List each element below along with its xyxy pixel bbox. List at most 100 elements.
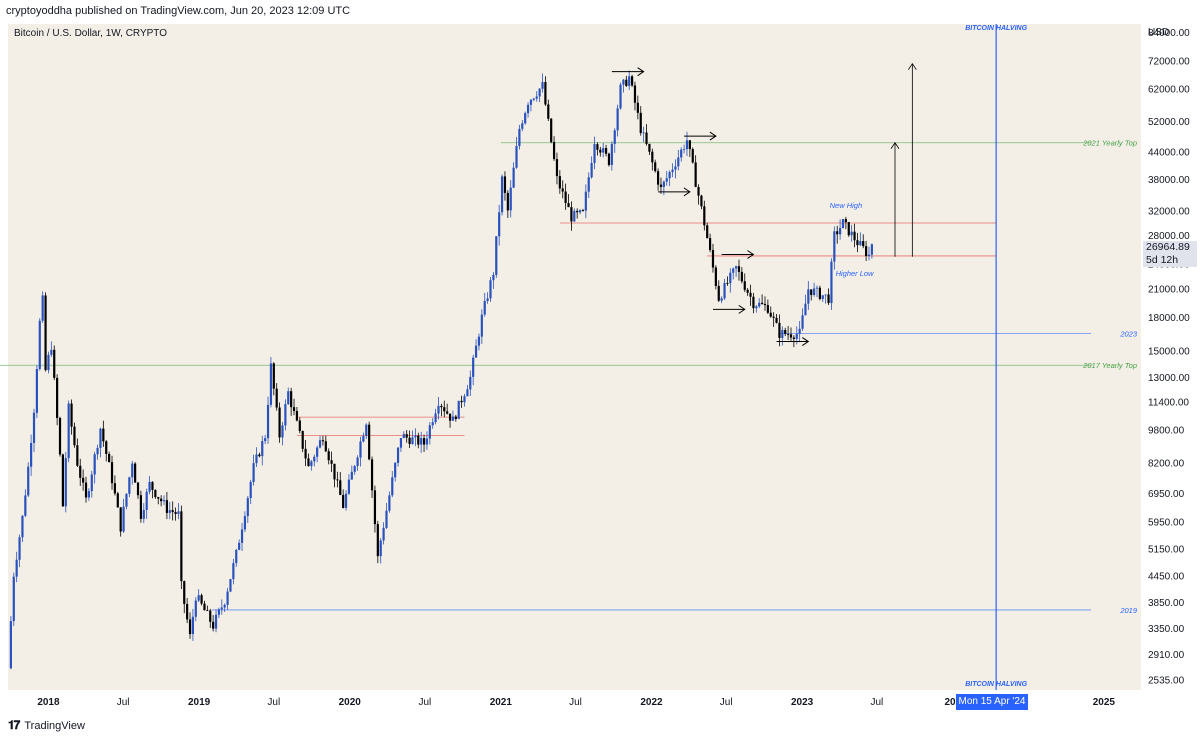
candle-body-92: [275, 388, 278, 408]
candle-body-258: [755, 306, 758, 309]
candle-body-109: [324, 441, 327, 452]
candle-body-22: [73, 426, 76, 446]
candle-body-48: [148, 481, 151, 492]
candle-body-80: [240, 529, 244, 543]
arrows: [611, 62, 917, 346]
h-arrow-head-5: [802, 337, 810, 346]
candle-body-195: [573, 210, 576, 222]
candle-body-155: [457, 400, 460, 419]
candle-body-178: [524, 113, 527, 124]
price-tick: 18000.00: [1148, 313, 1190, 324]
candle-body-298: [870, 244, 873, 255]
time-tick: Jul: [418, 697, 431, 708]
candle-body-121: [359, 441, 362, 458]
candle-body-204: [599, 149, 602, 153]
footer[interactable]: 𝟏𝟕 TradingView: [8, 718, 85, 733]
candle-body-245: [717, 285, 720, 301]
candle-body-151: [446, 411, 449, 414]
candle-body-135: [399, 438, 403, 448]
publish-header: cryptoyoddha published on TradingView.co…: [6, 5, 351, 17]
last-price-badge: 26964.89 5d 12h: [1143, 241, 1197, 267]
candles: [9, 70, 873, 670]
candle-body-243: [711, 250, 715, 268]
level-label: 2023: [1119, 330, 1138, 339]
candle-body-261: [763, 303, 767, 306]
candle-body-145: [428, 425, 431, 439]
candle-body-73: [220, 607, 223, 610]
candle-body-162: [477, 336, 481, 346]
candle-body-279: [815, 287, 819, 289]
candle-body-194: [570, 207, 573, 222]
candle-body-275: [804, 303, 807, 316]
candle-body-154: [454, 416, 457, 419]
candle-body-209: [613, 130, 616, 144]
candle-body-61: [186, 603, 189, 620]
price-tick: 72000.00: [1148, 57, 1190, 68]
candle-body-100: [298, 420, 301, 431]
candle-body-23: [76, 445, 79, 466]
candle-body-30: [96, 447, 99, 455]
candle-body-45: [139, 495, 143, 519]
candle-body-185: [544, 82, 547, 105]
annotation-1: Higher Low: [836, 269, 875, 278]
candle-body-184: [541, 82, 544, 89]
candle-body-130: [385, 510, 388, 528]
candle-body-170: [500, 176, 504, 213]
candle-body-74: [223, 604, 226, 608]
candle-body-21: [70, 403, 73, 427]
candle-body-180: [529, 99, 533, 105]
candle-body-40: [125, 493, 128, 507]
candle-body-111: [330, 460, 333, 464]
candle-body-220: [645, 132, 648, 144]
candle-body-164: [483, 300, 486, 315]
candle-body-57: [174, 512, 177, 514]
price-tick: 15000.00: [1148, 347, 1190, 358]
candle-body-287: [839, 228, 842, 235]
candle-body-292: [853, 231, 856, 241]
candle-body-285: [833, 231, 836, 262]
candle-body-198: [581, 210, 585, 211]
candle-body-85: [255, 454, 258, 464]
tradingview-logo-icon: 𝟏𝟕: [8, 718, 20, 732]
time-axis-panel[interactable]: [0, 690, 1141, 714]
candle-body-55: [168, 510, 171, 513]
symbol-title[interactable]: Bitcoin / U.S. Dollar, 1W, CRYPTO: [14, 28, 168, 39]
time-tick: Jul: [267, 697, 280, 708]
candle-body-203: [596, 144, 599, 150]
v-arrow-head-1: [908, 62, 917, 70]
chart-plot-area[interactable]: [8, 24, 1141, 690]
candle-body-115: [342, 494, 345, 508]
candle-body-158: [466, 389, 469, 397]
candle-body-294: [859, 241, 862, 246]
candle-body-153: [451, 416, 455, 421]
candle-body-293: [856, 240, 859, 246]
candle-body-272: [795, 333, 798, 339]
candle-body-46: [142, 509, 145, 519]
candle-body-31: [99, 428, 102, 448]
candle-body-274: [801, 315, 804, 329]
candle-body-211: [619, 84, 622, 109]
candle-body-288: [841, 219, 845, 229]
candle-body-54: [165, 500, 169, 513]
candle-body-191: [561, 188, 564, 192]
candle-body-5: [24, 495, 27, 516]
candle-body-70: [212, 621, 215, 629]
candle-body-213: [625, 79, 628, 86]
candle-body-214: [628, 76, 631, 86]
candle-body-120: [356, 457, 359, 467]
candle-body-17: [58, 418, 62, 455]
price-tick: 6950.00: [1148, 489, 1185, 500]
candle-body-97: [290, 391, 293, 408]
candle-body-8: [32, 412, 36, 443]
candle-body-26: [84, 482, 88, 498]
candle-body-229: [671, 169, 674, 173]
candle-body-278: [813, 288, 816, 296]
candle-body-108: [321, 440, 325, 442]
price-axis-panel[interactable]: [1141, 24, 1200, 714]
candle-body-161: [474, 345, 478, 358]
candle-body-42: [131, 463, 134, 478]
halving-line: BITCOIN HALVING BITCOIN HALVING: [965, 24, 1028, 690]
candle-body-289: [844, 219, 847, 223]
candle-body-271: [792, 337, 795, 339]
